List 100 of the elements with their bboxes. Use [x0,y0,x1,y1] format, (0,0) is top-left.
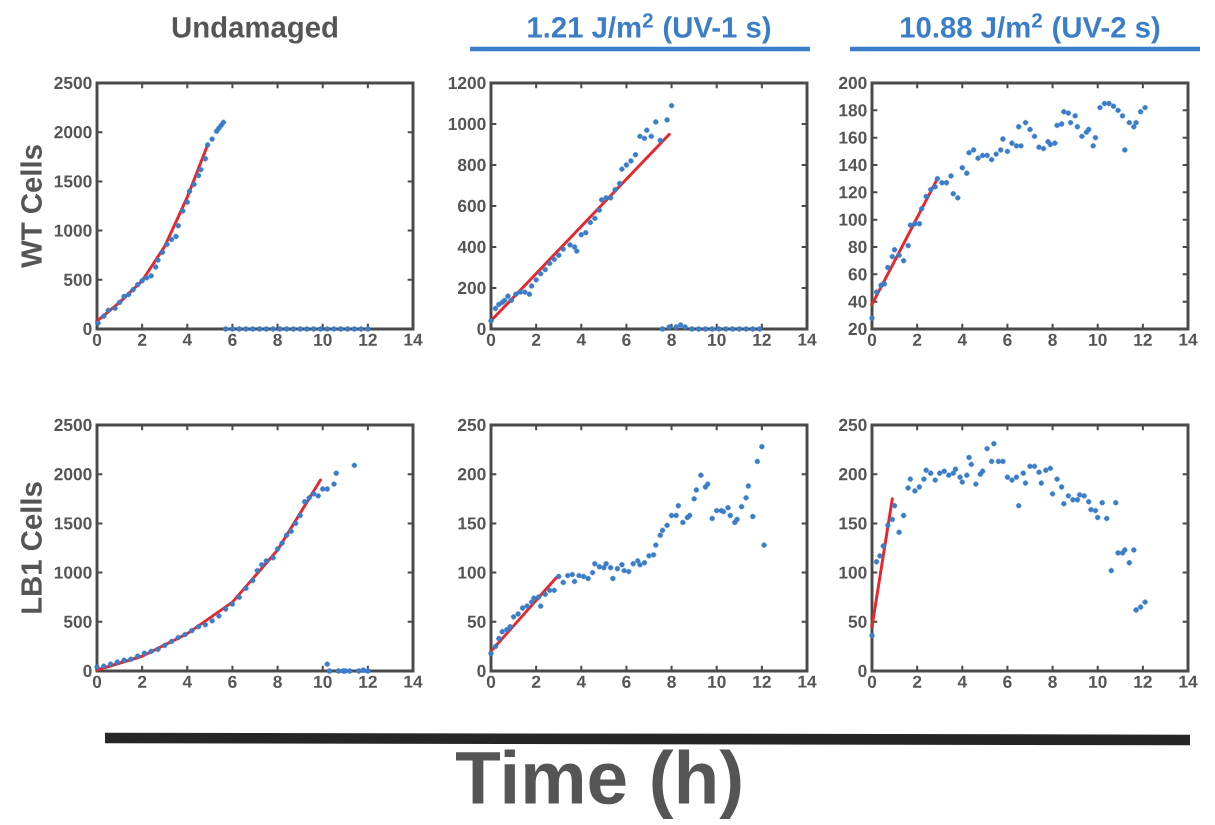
x-tick-label: 10 [1089,675,1107,688]
x-tick-label: 12 [1134,675,1152,688]
point [128,656,134,662]
point [101,663,107,669]
point [283,532,290,538]
point [347,668,353,674]
point [279,540,285,546]
point [229,601,236,607]
y-tick-label: 200 [457,468,486,481]
point [250,577,256,584]
point [202,622,209,628]
x-tick-label: 14 [1179,675,1198,688]
x-tick-label: 10 [708,333,726,346]
x-tick-label: 4 [957,333,968,346]
x-tick-label: 8 [667,675,676,688]
point [301,499,308,505]
y-tick-label: 600 [458,199,486,213]
point [256,326,263,332]
point [317,326,324,332]
x-tick-label: 14 [798,675,817,688]
y-axis-title: WT Cells [20,145,42,268]
x-tick-label: 12 [753,333,771,346]
y-tick-label: 1500 [54,175,92,188]
point [522,289,528,295]
point [168,638,175,645]
point [716,326,722,332]
y-tick-label: 0 [83,322,92,336]
point [311,491,317,497]
x-axis-title: Time (h) [456,749,741,820]
point [736,326,742,332]
point [619,166,625,172]
point [637,133,643,139]
point [116,299,123,306]
point [351,462,357,468]
point [526,291,533,297]
point [664,117,670,123]
point [216,613,222,619]
chart-title: 1.21 J/m$^{2}$ (UV-1 s) [528,13,771,44]
point [175,223,181,229]
x-tick-label: 6 [228,333,237,346]
x-tick-label: 12 [753,675,771,688]
point [168,236,175,243]
y-tick-label: 2500 [54,76,92,90]
point [528,283,535,289]
point [547,260,553,267]
x-tick-label: 4 [957,675,968,688]
y-tick-label: 500 [63,615,92,628]
point [130,286,136,293]
x-tick-label: 14 [404,675,423,688]
point [250,326,256,332]
point [567,242,573,248]
point [155,257,161,263]
point [598,197,605,203]
chart-title: Undamaged [172,16,338,44]
y-tick-label: 100 [839,566,867,579]
point [222,326,229,332]
point [542,266,548,273]
point [198,166,204,173]
point [184,199,190,205]
point [324,486,330,492]
point [331,481,337,487]
point [695,326,702,332]
point [153,264,159,270]
point [533,277,539,283]
point [306,495,312,501]
point [148,273,154,279]
point [263,326,269,332]
point [175,634,181,641]
y-tick-label: 180 [839,104,867,117]
x-tick-label: 10 [314,675,332,688]
point [583,229,589,236]
point [574,248,580,254]
point [632,152,639,158]
point [229,326,236,332]
point [204,142,211,148]
point [351,326,357,332]
x-tick-label: 6 [622,675,631,688]
y-tick-label: 100 [839,213,867,226]
point [180,208,186,214]
point [195,172,202,179]
point [488,318,494,324]
point [105,307,111,313]
y-tick-label: 200 [838,468,867,481]
x-tick-label: 10 [708,675,726,688]
y-tick-label: 1500 [54,517,92,530]
point [95,320,101,326]
point [513,291,519,297]
point [729,326,736,332]
point [571,244,578,250]
point [501,297,508,303]
y-tick-label: 0 [83,664,92,678]
point [659,326,666,332]
y-tick-label: 150 [458,517,486,530]
point [324,326,330,332]
point [326,668,333,674]
point [220,119,227,126]
point [333,470,339,476]
x-tick-label: 2 [531,675,541,688]
point [668,102,675,109]
point [311,326,317,332]
